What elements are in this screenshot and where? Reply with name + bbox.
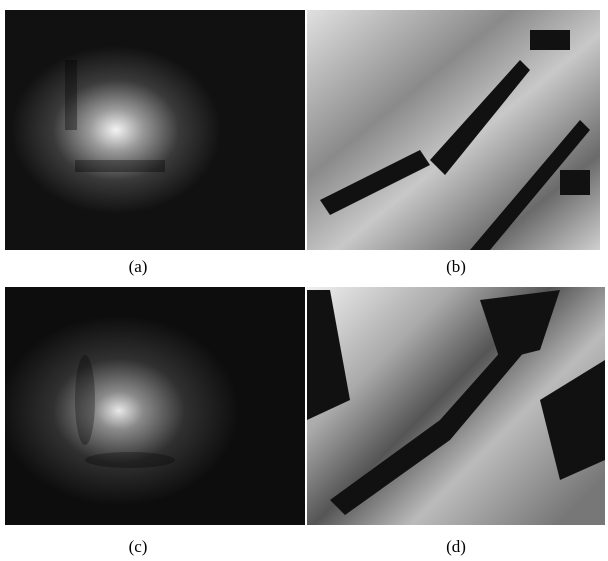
texture <box>75 160 165 172</box>
texture <box>85 452 175 468</box>
texture <box>65 60 77 130</box>
page: {"panels": [{"label": "(a)"}, {"label": … <box>0 0 608 561</box>
image-a <box>5 10 305 250</box>
figure: (a) (b) (c) (d) <box>0 0 608 561</box>
texture <box>75 355 95 445</box>
phase-wrap <box>560 170 590 195</box>
panel-label: (d) <box>446 537 466 556</box>
panel-label: (b) <box>446 257 466 276</box>
image-c <box>5 287 305 525</box>
phase-wrap <box>530 30 570 50</box>
panel-label: (c) <box>129 537 148 556</box>
panel-label: (a) <box>129 257 148 276</box>
